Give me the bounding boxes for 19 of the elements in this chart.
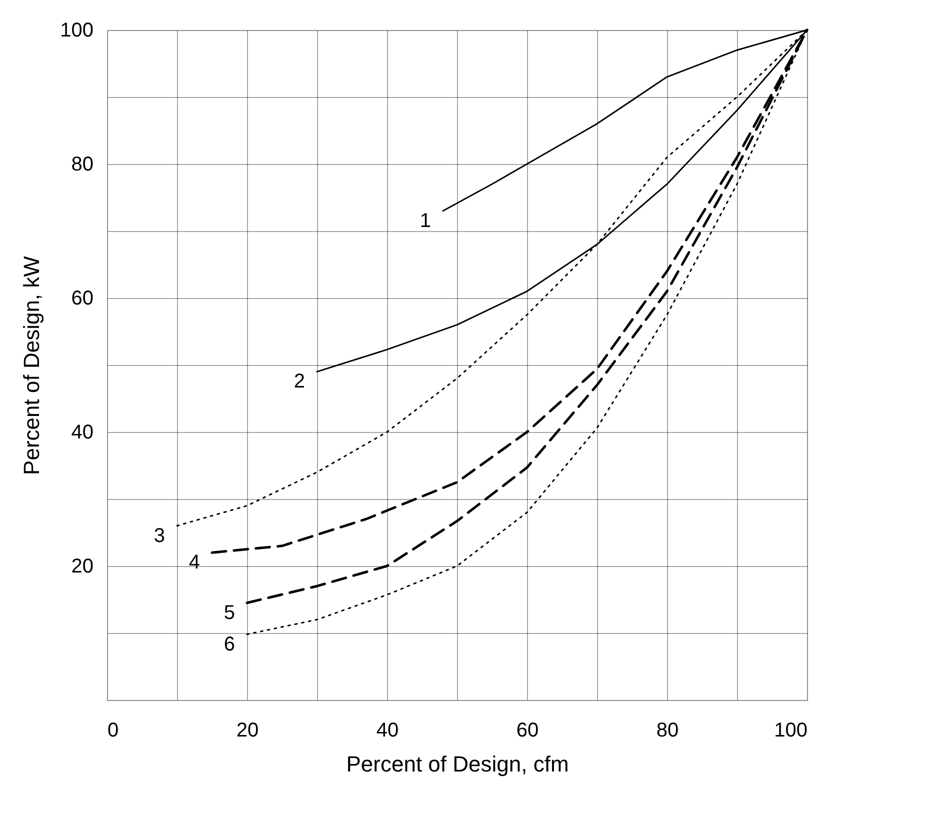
x-tick-label: 80	[656, 720, 679, 742]
x-axis-title: Percent of Design, cfm	[346, 752, 569, 776]
series-label: 2	[294, 370, 305, 393]
x-tick-label: 100	[774, 720, 808, 742]
y-tick-label: 60	[71, 288, 94, 310]
y-tick-label: 40	[71, 422, 94, 444]
y-tick-label: 100	[60, 20, 94, 42]
series-label: 6	[224, 633, 235, 656]
y-axis-title: Percent of Design, kW	[19, 256, 44, 475]
x-tick-label: 60	[516, 720, 539, 742]
series-label: 5	[224, 602, 235, 624]
x-tick-label: 40	[376, 720, 399, 742]
series-label: 1	[420, 210, 431, 232]
y-tick-label: 20	[71, 556, 94, 578]
x-tick-label: 0	[108, 720, 119, 742]
series-label: 4	[188, 552, 200, 574]
x-tick-label: 20	[236, 720, 259, 742]
series-label: 3	[154, 524, 165, 547]
y-tick-label: 80	[71, 154, 94, 176]
